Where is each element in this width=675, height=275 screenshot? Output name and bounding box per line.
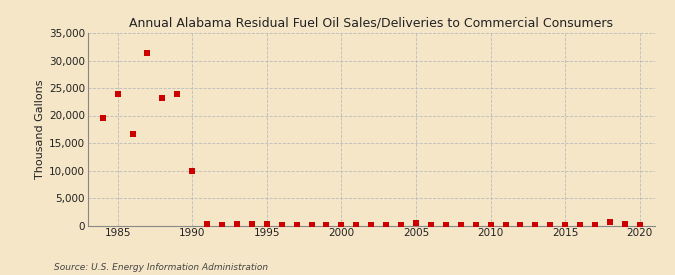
Text: Source: U.S. Energy Information Administration: Source: U.S. Energy Information Administ…	[54, 263, 268, 272]
Point	[441, 223, 452, 227]
Point	[172, 91, 183, 96]
Point	[590, 223, 601, 227]
Point	[142, 51, 153, 56]
Point	[634, 223, 645, 227]
Point	[97, 116, 108, 120]
Point	[291, 222, 302, 227]
Point	[560, 223, 570, 227]
Point	[306, 223, 317, 227]
Point	[500, 223, 511, 227]
Point	[261, 222, 272, 227]
Point	[112, 91, 123, 96]
Point	[246, 222, 257, 226]
Point	[605, 220, 616, 224]
Point	[470, 223, 481, 227]
Point	[410, 221, 421, 226]
Point	[620, 222, 630, 227]
Point	[336, 223, 347, 227]
Point	[485, 223, 496, 227]
Title: Annual Alabama Residual Fuel Oil Sales/Deliveries to Commercial Consumers: Annual Alabama Residual Fuel Oil Sales/D…	[129, 16, 614, 29]
Point	[425, 223, 436, 227]
Point	[351, 223, 362, 227]
Point	[530, 223, 541, 227]
Point	[321, 223, 332, 227]
Point	[232, 222, 242, 226]
Point	[366, 223, 377, 227]
Point	[545, 223, 556, 227]
Point	[202, 222, 213, 227]
Point	[276, 222, 287, 227]
Point	[127, 131, 138, 136]
Point	[515, 223, 526, 227]
Point	[381, 223, 392, 227]
Point	[396, 223, 406, 227]
Y-axis label: Thousand Gallons: Thousand Gallons	[34, 79, 45, 179]
Point	[187, 168, 198, 173]
Point	[157, 96, 168, 100]
Point	[217, 222, 227, 227]
Point	[456, 223, 466, 227]
Point	[574, 223, 585, 227]
